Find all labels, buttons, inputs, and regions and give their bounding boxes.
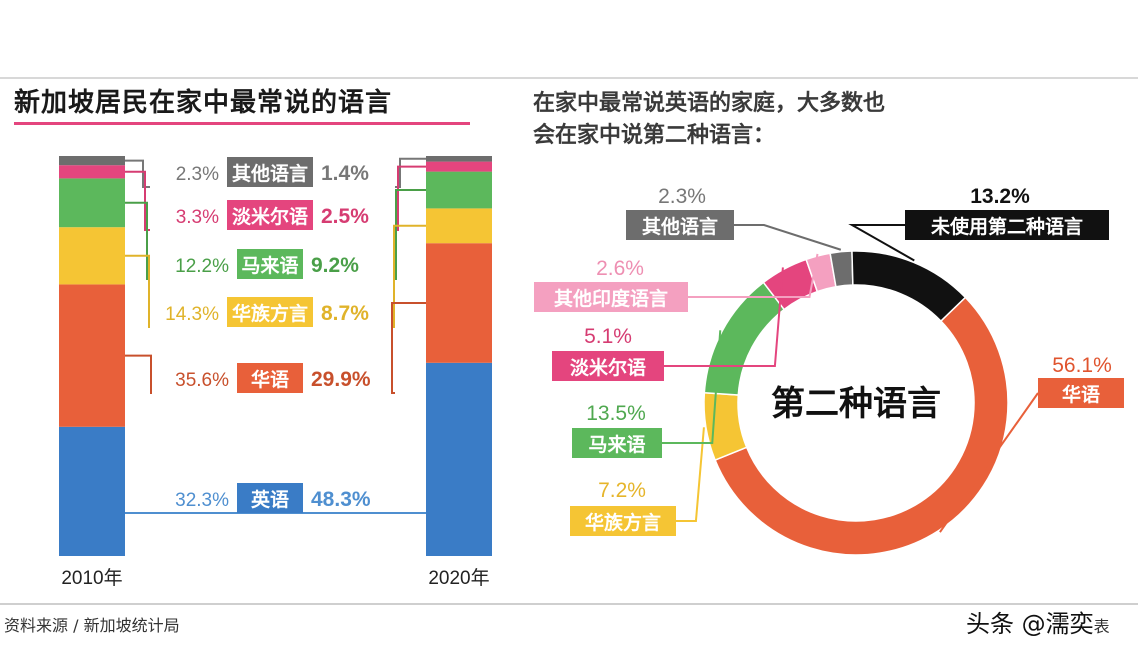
donut-label-value-4: 2.6% — [596, 257, 644, 280]
series-name-2: 华族方言 — [232, 302, 308, 325]
donut-label-name-5: 其他语言 — [642, 215, 718, 238]
donut-label-value-0: 56.1% — [1052, 354, 1112, 377]
value-2010-0: 32.3% — [175, 490, 229, 511]
bar-segment-0-0 — [59, 426, 125, 556]
series-name-4: 淡米尔语 — [232, 205, 308, 228]
donut-label-value-5: 2.3% — [658, 185, 706, 208]
bar-segment-0-2 — [59, 227, 125, 285]
connector-right-2 — [393, 224, 426, 328]
watermark-text: 头条 @濡奕 — [966, 610, 1094, 638]
value-2010-2: 14.3% — [165, 304, 219, 325]
connector-left-5 — [125, 159, 150, 188]
bar-segment-1-5 — [426, 156, 492, 162]
series-name-1: 华语 — [251, 368, 289, 391]
series-name-3: 马来语 — [241, 255, 298, 277]
value-2010-3: 12.2% — [175, 256, 229, 277]
value-2020-1: 29.9% — [311, 368, 371, 391]
value-2020-5: 1.4% — [321, 162, 369, 185]
donut-label-value-3: 5.1% — [584, 325, 632, 348]
donut-label-name-0: 华语 — [1062, 383, 1100, 406]
connector-right-1 — [391, 302, 426, 394]
bar-segment-0-1 — [59, 284, 125, 427]
donut-label-name-3: 淡米尔语 — [570, 356, 646, 379]
bottom-divider — [0, 603, 1138, 605]
bar-segment-0-3 — [59, 178, 125, 228]
bar-segment-1-0 — [426, 362, 492, 556]
right-title-line-1: 在家中最常说英语的家庭，大多数也 — [533, 91, 886, 116]
donut-label-box-0 — [1038, 378, 1124, 408]
bar-segment-1-4 — [426, 161, 492, 172]
series-label-box-1 — [237, 363, 303, 393]
series-label-box-5 — [227, 157, 313, 187]
value-2020-3: 9.2% — [311, 254, 359, 277]
right-chart-title: 在家中最常说英语的家庭，大多数也 会在家中说第二种语言： — [533, 88, 885, 152]
right-title-line-2: 会在家中说第二种语言： — [533, 123, 776, 148]
connector-left-1 — [125, 354, 152, 394]
series-label-box-4 — [227, 200, 313, 230]
bar-segment-1-1 — [426, 243, 492, 363]
bar-segment-0-4 — [59, 165, 125, 179]
bar-segment-1-3 — [426, 171, 492, 209]
donut-label-box-4 — [534, 282, 688, 312]
donut-slice-0 — [714, 296, 1009, 556]
donut-leader-6 — [848, 224, 915, 262]
donut-label-box-5 — [626, 210, 734, 240]
source-note: 资料来源 / 新加坡统计局 — [4, 616, 180, 635]
value-2020-2: 8.7% — [321, 302, 369, 325]
watermark-tail: 表 — [1093, 617, 1110, 636]
donut-leader-1 — [676, 427, 705, 522]
donut-label-box-3 — [552, 351, 664, 381]
category-label-1: 2020年 — [428, 567, 489, 589]
series-label-box-3 — [237, 249, 303, 279]
series-label-box-2 — [227, 297, 313, 327]
connector-right-3 — [395, 189, 426, 280]
top-divider — [0, 77, 1138, 79]
donut-label-value-6: 13.2% — [970, 185, 1030, 208]
value-2010-4: 3.3% — [176, 207, 219, 228]
donut-label-name-4: 其他印度语言 — [554, 287, 668, 310]
series-name-5: 其他语言 — [232, 162, 308, 185]
donut-label-name-2: 马来语 — [588, 434, 645, 456]
value-2010-1: 35.6% — [175, 370, 229, 391]
title-underline — [14, 122, 470, 125]
value-2020-0: 48.3% — [311, 488, 371, 511]
donut-label-name-1: 华族方言 — [585, 511, 661, 534]
donut-leader-4 — [688, 253, 819, 298]
donut-slice-6 — [851, 250, 967, 323]
bar-segment-1-2 — [426, 208, 492, 244]
donut-label-box-1 — [570, 506, 676, 536]
donut-label-box-6 — [905, 210, 1109, 240]
connector-left-2 — [125, 254, 150, 328]
donut-label-box-2 — [572, 428, 662, 458]
left-chart-title: 新加坡居民在家中最常说的语言 — [14, 88, 393, 118]
donut-slice-1 — [703, 391, 748, 462]
donut-leader-2 — [662, 330, 722, 444]
value-2010-5: 2.3% — [176, 164, 219, 185]
connector-left-3 — [125, 201, 150, 280]
donut-leader-0 — [939, 392, 1039, 533]
watermark: 头条 @濡奕表 — [966, 604, 1110, 639]
donut-label-value-1: 7.2% — [598, 479, 646, 502]
donut-label-name-6: 未使用第二种语言 — [930, 215, 1083, 238]
connector-right-5 — [395, 157, 426, 188]
donut-leader-3 — [664, 267, 784, 367]
category-label-0: 2010年 — [61, 567, 122, 589]
donut-leader-5 — [734, 224, 842, 251]
donut-label-value-2: 13.5% — [586, 402, 646, 425]
bar-segment-0-5 — [59, 156, 125, 166]
donut-center-label: 第二种语言 — [771, 385, 941, 423]
series-name-0: 英语 — [251, 488, 289, 511]
value-2020-4: 2.5% — [321, 205, 369, 228]
series-label-box-0 — [237, 483, 303, 513]
